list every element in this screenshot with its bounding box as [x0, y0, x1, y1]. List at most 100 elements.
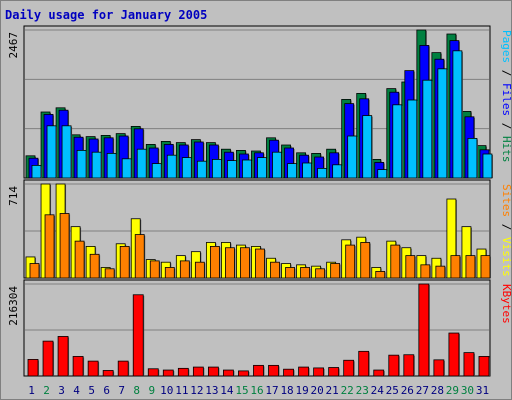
bar-sites-day-12: [194, 261, 205, 279]
bar-pages-day-17: [272, 151, 282, 179]
bar-pages-day-29: [452, 50, 463, 179]
x-tick-label-day-18: 18: [280, 384, 293, 397]
x-tick-label-day-21: 21: [326, 384, 339, 397]
bar-sites-day-7: [119, 246, 130, 279]
bar-sites-day-29: [450, 255, 461, 279]
y-max-label: 2467: [7, 32, 20, 59]
bar-kbytes-day-25: [388, 354, 400, 377]
bar-sites-day-8: [134, 234, 145, 279]
bar-kbytes-day-23: [358, 350, 370, 377]
bar-kbytes-day-18: [283, 368, 294, 377]
bar-sites-day-16: [255, 248, 265, 279]
x-tick-label-day-17: 17: [265, 384, 278, 397]
x-tick-label-day-8: 8: [133, 384, 140, 397]
x-tick-label-day-16: 16: [250, 384, 263, 397]
x-tick-label-day-4: 4: [73, 384, 80, 397]
bar-kbytes-day-6: [102, 370, 114, 377]
bar-kbytes-day-8: [132, 294, 144, 377]
x-tick-label-day-25: 25: [386, 384, 399, 397]
x-tick-label-day-3: 3: [58, 384, 65, 397]
legend-hits: Hits: [500, 136, 512, 163]
bar-sites-day-18: [285, 267, 295, 279]
bar-pages-day-4: [76, 150, 87, 179]
legend-files: Files: [500, 83, 512, 116]
bar-pages-day-11: [181, 157, 192, 179]
legend-hits-files-pages: Pages / Files / Hits: [500, 30, 512, 163]
y-max-label: 714: [7, 186, 20, 206]
bar-pages-day-28: [437, 68, 448, 179]
bar-kbytes-day-29: [448, 332, 460, 377]
bar-sites-day-3: [59, 213, 70, 279]
bar-sites-day-13: [209, 246, 220, 279]
bar-pages-day-1: [31, 165, 42, 179]
x-tick-label-day-13: 13: [205, 384, 218, 397]
bar-pages-day-9: [151, 163, 162, 179]
bar-sites-day-6: [104, 268, 115, 279]
bar-sites-day-24: [375, 271, 386, 279]
bar-kbytes-day-10: [162, 369, 174, 377]
legend-kbytes: KBytes: [500, 284, 512, 324]
x-tick-label-day-14: 14: [220, 384, 234, 397]
bar-sites-day-26: [405, 255, 416, 279]
bar-pages-day-26: [407, 99, 418, 179]
bar-pages-day-5: [91, 151, 102, 179]
bar-sites-day-22: [345, 244, 356, 279]
bar-kbytes-day-21: [328, 367, 340, 377]
bar-sites-day-11: [179, 260, 190, 279]
bar-sites-day-5: [89, 253, 100, 279]
bar-pages-day-7: [121, 158, 132, 179]
bar-sites-day-1: [29, 263, 40, 279]
bar-pages-day-6: [106, 153, 117, 179]
bar-kbytes-day-9: [147, 368, 159, 377]
x-tick-label-day-6: 6: [103, 384, 110, 397]
legend-separator: /: [500, 116, 512, 136]
x-tick-label-day-19: 19: [295, 384, 308, 397]
bar-pages-day-23: [362, 115, 373, 179]
bar-kbytes-day-13: [207, 366, 219, 377]
bar-sites-day-21: [330, 263, 341, 279]
bar-sites-day-31: [480, 255, 491, 279]
bar-kbytes-day-4: [72, 356, 84, 377]
x-tick-label-day-12: 12: [190, 384, 203, 397]
bar-pages-day-21: [332, 164, 343, 179]
bar-sites-day-30: [465, 255, 476, 279]
legend-visits-sites: Sites / Visits: [500, 184, 512, 277]
bar-sites-day-28: [435, 265, 446, 279]
x-tick-label-day-1: 1: [28, 384, 35, 397]
bar-sites-day-23: [360, 242, 371, 279]
bar-kbytes-day-15: [238, 370, 249, 377]
x-tick-label-day-10: 10: [160, 384, 173, 397]
bar-pages-day-2: [46, 125, 57, 179]
bar-kbytes-day-5: [87, 360, 99, 377]
bar-kbytes-day-17: [268, 364, 279, 377]
bar-kbytes-day-16: [253, 364, 264, 377]
bar-sites-day-15: [240, 247, 250, 279]
bar-sites-day-27: [420, 264, 431, 279]
bar-sites-day-14: [225, 247, 235, 279]
legend-separator: /: [500, 63, 512, 83]
x-tick-label-day-11: 11: [175, 384, 188, 397]
x-tick-label-day-30: 30: [461, 384, 474, 397]
bar-sites-day-19: [300, 267, 310, 279]
bar-kbytes-day-28: [433, 359, 445, 377]
chart-title: Daily usage for January 2005: [5, 8, 208, 22]
bar-pages-day-24: [377, 169, 388, 179]
bar-sites-day-9: [149, 260, 160, 279]
bar-pages-day-30: [467, 138, 478, 179]
bar-pages-day-31: [482, 153, 493, 179]
x-tick-label-day-23: 23: [356, 384, 369, 397]
bar-pages-day-8: [136, 148, 147, 179]
bar-sites-day-4: [74, 240, 85, 279]
bar-pages-day-20: [317, 168, 328, 179]
x-tick-label-day-5: 5: [88, 384, 95, 397]
x-tick-label-day-24: 24: [371, 384, 385, 397]
x-tick-label-day-31: 31: [476, 384, 489, 397]
bar-sites-day-25: [390, 244, 401, 279]
bar-pages-day-13: [211, 159, 222, 179]
x-tick-label-day-27: 27: [416, 384, 429, 397]
x-tick-label-day-20: 20: [311, 384, 324, 397]
x-tick-label-day-2: 2: [43, 384, 50, 397]
legend-sites: Sites: [500, 184, 512, 217]
x-tick-label-day-9: 9: [148, 384, 155, 397]
